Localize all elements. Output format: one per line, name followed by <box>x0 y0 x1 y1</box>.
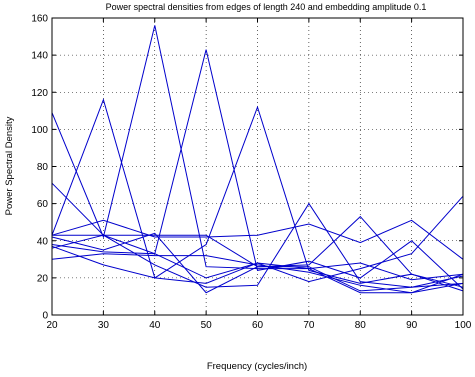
series-line-8 <box>51 253 464 294</box>
y-tick-label: 80 <box>37 162 49 173</box>
y-axis-ticks: 0 20 40 60 80 100 120 140 160 <box>31 14 463 322</box>
series-line-5 <box>51 219 464 260</box>
x-tick-label: 30 <box>98 320 110 331</box>
y-tick-label: 100 <box>31 125 48 136</box>
x-tick-label: 50 <box>201 320 213 331</box>
y-tick-label: 160 <box>31 14 48 25</box>
series-line-9 <box>51 232 464 294</box>
grid-lines <box>52 18 463 315</box>
chart-title: Power spectral densities from edges of l… <box>106 2 427 12</box>
y-tick-label: 20 <box>37 273 49 284</box>
series-line-6 <box>51 202 464 288</box>
series-line-2 <box>51 49 464 290</box>
y-tick-label: 120 <box>31 88 48 99</box>
y-axis-title: Power Spectral Density <box>4 116 15 215</box>
y-tick-label: 40 <box>37 236 49 247</box>
series-line-10 <box>51 244 464 294</box>
y-tick-label: 140 <box>31 51 48 62</box>
y-tick-label: 0 <box>42 311 48 322</box>
series-lines <box>51 25 464 294</box>
x-axis-ticks: 20 30 40 50 60 70 80 90 100 <box>46 18 472 331</box>
y-tick-label: 60 <box>37 199 49 210</box>
x-tick-label: 40 <box>149 320 161 331</box>
x-tick-label: 60 <box>252 320 264 331</box>
series-line-3 <box>51 98 464 292</box>
x-tick-label: 80 <box>355 320 367 331</box>
x-tick-label: 100 <box>455 320 472 331</box>
x-tick-label: 90 <box>406 320 418 331</box>
x-axis-title: Frequency (cycles/inch) <box>207 361 307 372</box>
x-tick-label: 20 <box>46 320 58 331</box>
x-tick-label: 70 <box>303 320 315 331</box>
